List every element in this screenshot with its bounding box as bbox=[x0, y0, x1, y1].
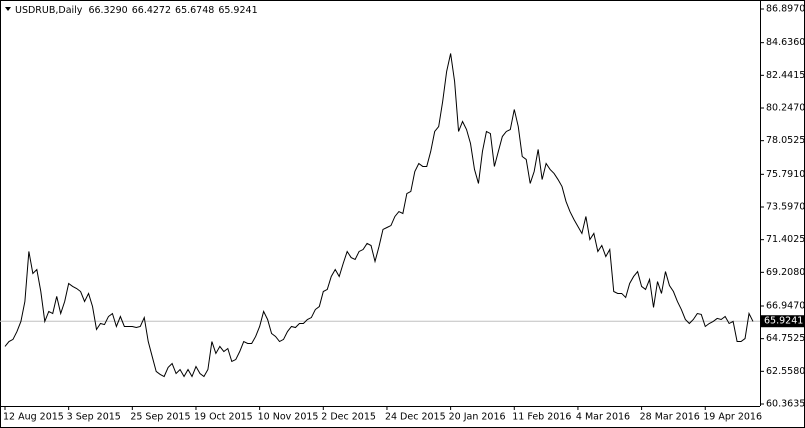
symbol: USDRUB,Daily bbox=[15, 5, 83, 16]
x-tick-label: 25 Sep 2015 bbox=[130, 412, 190, 423]
menu-arrow[interactable] bbox=[5, 7, 11, 11]
y-tick-label: 62.5580 bbox=[766, 366, 805, 377]
x-tick-label: 12 Aug 2015 bbox=[3, 412, 64, 423]
last-price-box bbox=[761, 315, 804, 328]
y-tick-label: 64.7525 bbox=[766, 333, 805, 344]
x-tick-label: 20 Jan 2016 bbox=[449, 412, 506, 423]
x-tick-label: 19 Apr 2016 bbox=[703, 412, 762, 423]
x-tick-label: 2 Dec 2015 bbox=[321, 412, 376, 423]
x-tick-label: 19 Oct 2015 bbox=[194, 412, 253, 423]
quote: 65.6748 bbox=[175, 5, 214, 16]
quote: 66.4272 bbox=[132, 5, 171, 16]
y-tick-label: 71.4025 bbox=[766, 234, 805, 245]
y-tick-label: 84.6360 bbox=[766, 37, 805, 48]
y-tick-label: 82.4415 bbox=[766, 70, 805, 81]
quote: 65.9241 bbox=[218, 5, 257, 16]
chart-title: USDRUB,Daily 66.3290 66.4272 65.6748 65.9241 bbox=[15, 5, 258, 16]
x-tick-label: 10 Nov 2015 bbox=[258, 412, 319, 423]
quote: 66.3290 bbox=[88, 5, 127, 16]
y-tick-label: 75.7910 bbox=[766, 169, 805, 180]
x-tick-label: 4 Mar 2016 bbox=[576, 412, 630, 423]
x-tick-label: 24 Dec 2015 bbox=[385, 412, 446, 423]
x-tick-label: 3 Sep 2015 bbox=[67, 412, 121, 423]
last-price-label: 65.9241 bbox=[764, 316, 803, 327]
y-tick-label: 78.0525 bbox=[766, 135, 805, 146]
price-line bbox=[4, 53, 754, 378]
y-tick-label: 86.8970 bbox=[766, 4, 805, 15]
x-tick-label: 11 Feb 2016 bbox=[512, 412, 571, 423]
x-tick-label: 28 Mar 2016 bbox=[640, 412, 700, 423]
y-tick-label: 60.3635 bbox=[766, 399, 805, 410]
y-tick-label: 69.2080 bbox=[766, 267, 805, 278]
y-tick-label: 66.9470 bbox=[766, 300, 805, 311]
y-tick-label: 80.2470 bbox=[766, 102, 805, 113]
y-tick-label: 73.5970 bbox=[766, 201, 805, 212]
